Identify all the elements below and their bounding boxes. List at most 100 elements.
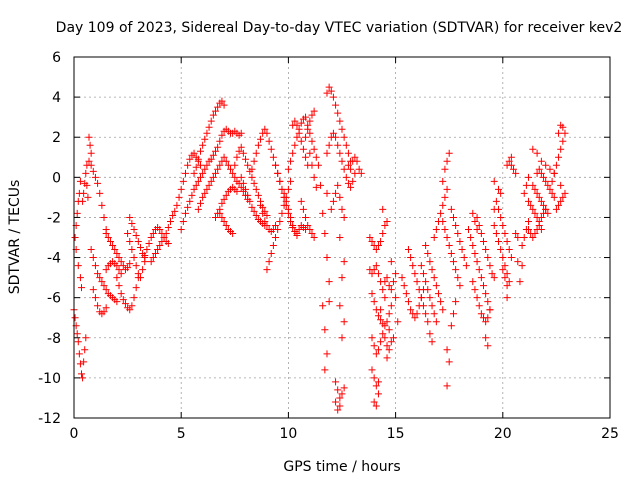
data-point <box>181 169 189 177</box>
data-point <box>332 133 340 141</box>
data-point <box>404 298 412 306</box>
data-point <box>419 270 427 278</box>
data-point <box>372 402 380 410</box>
data-point <box>302 113 310 121</box>
data-point <box>212 107 220 115</box>
data-point <box>550 169 558 177</box>
data-point <box>102 229 110 237</box>
data-point <box>184 161 192 169</box>
data-point <box>117 258 125 266</box>
data-point <box>308 161 316 169</box>
data-point <box>340 318 348 326</box>
data-point <box>237 143 245 151</box>
data-point <box>85 133 93 141</box>
data-point <box>147 234 155 241</box>
data-point <box>205 181 213 189</box>
data-point <box>497 189 505 197</box>
data-point <box>385 282 393 290</box>
data-point <box>214 143 222 151</box>
data-point <box>265 137 273 145</box>
data-point <box>467 234 475 241</box>
data-point <box>505 246 513 254</box>
data-point <box>263 266 271 274</box>
data-point <box>254 191 262 199</box>
data-point <box>100 213 108 221</box>
data-point <box>552 161 560 169</box>
data-point <box>310 234 318 241</box>
data-point <box>156 242 164 250</box>
data-point <box>372 382 380 390</box>
data-point <box>272 221 280 229</box>
data-point <box>323 89 331 97</box>
data-point <box>115 266 123 274</box>
data-point <box>207 155 215 163</box>
data-point <box>522 225 530 233</box>
data-point <box>340 213 348 221</box>
data-point <box>244 191 252 199</box>
data-point <box>452 221 460 229</box>
data-point <box>207 117 215 125</box>
data-point <box>437 298 445 306</box>
data-point <box>555 201 563 209</box>
data-point <box>199 193 207 201</box>
data-point <box>306 129 314 137</box>
data-point <box>550 193 558 201</box>
y-tick-label: -8 <box>47 331 61 347</box>
data-point <box>98 278 106 286</box>
data-point <box>136 244 144 252</box>
data-point <box>447 250 455 258</box>
data-point <box>203 129 211 137</box>
data-point <box>128 246 136 254</box>
data-point <box>87 149 95 157</box>
data-point <box>424 286 432 294</box>
data-point <box>344 161 352 169</box>
data-point <box>383 342 391 350</box>
data-point <box>428 266 436 274</box>
data-point <box>334 141 342 149</box>
data-point <box>141 252 149 260</box>
data-point <box>404 246 412 254</box>
data-point <box>218 199 226 207</box>
data-point <box>218 131 226 139</box>
data-point <box>344 179 352 187</box>
data-point <box>119 262 127 270</box>
data-point <box>407 254 415 262</box>
data-point <box>274 169 282 177</box>
data-point <box>74 338 82 346</box>
data-point <box>379 229 387 237</box>
data-point <box>171 207 179 215</box>
data-point <box>308 229 316 237</box>
data-point <box>130 225 138 233</box>
data-point <box>222 191 230 199</box>
data-point <box>449 310 457 318</box>
data-point <box>443 382 451 390</box>
data-point <box>306 149 314 157</box>
data-point <box>379 205 387 213</box>
data-point <box>312 153 320 161</box>
data-point <box>89 286 97 294</box>
data-point <box>413 310 421 318</box>
data-point <box>327 205 335 213</box>
data-point <box>456 238 464 246</box>
data-point <box>74 262 82 270</box>
data-point <box>231 161 239 169</box>
data-point <box>370 342 378 350</box>
data-point <box>434 290 442 298</box>
data-point <box>473 213 481 221</box>
data-point <box>548 177 556 185</box>
data-point <box>426 330 434 338</box>
data-point <box>190 149 198 157</box>
data-point <box>482 334 490 342</box>
data-point <box>349 177 357 185</box>
data-point <box>220 217 228 225</box>
data-point <box>409 262 417 270</box>
x-tick-label: 20 <box>494 426 512 442</box>
data-point <box>304 221 312 229</box>
data-point <box>419 302 427 310</box>
x-tick-label: 0 <box>70 426 79 442</box>
data-point <box>497 213 505 221</box>
data-point <box>98 201 106 209</box>
data-point <box>484 298 492 306</box>
data-point <box>291 227 299 235</box>
